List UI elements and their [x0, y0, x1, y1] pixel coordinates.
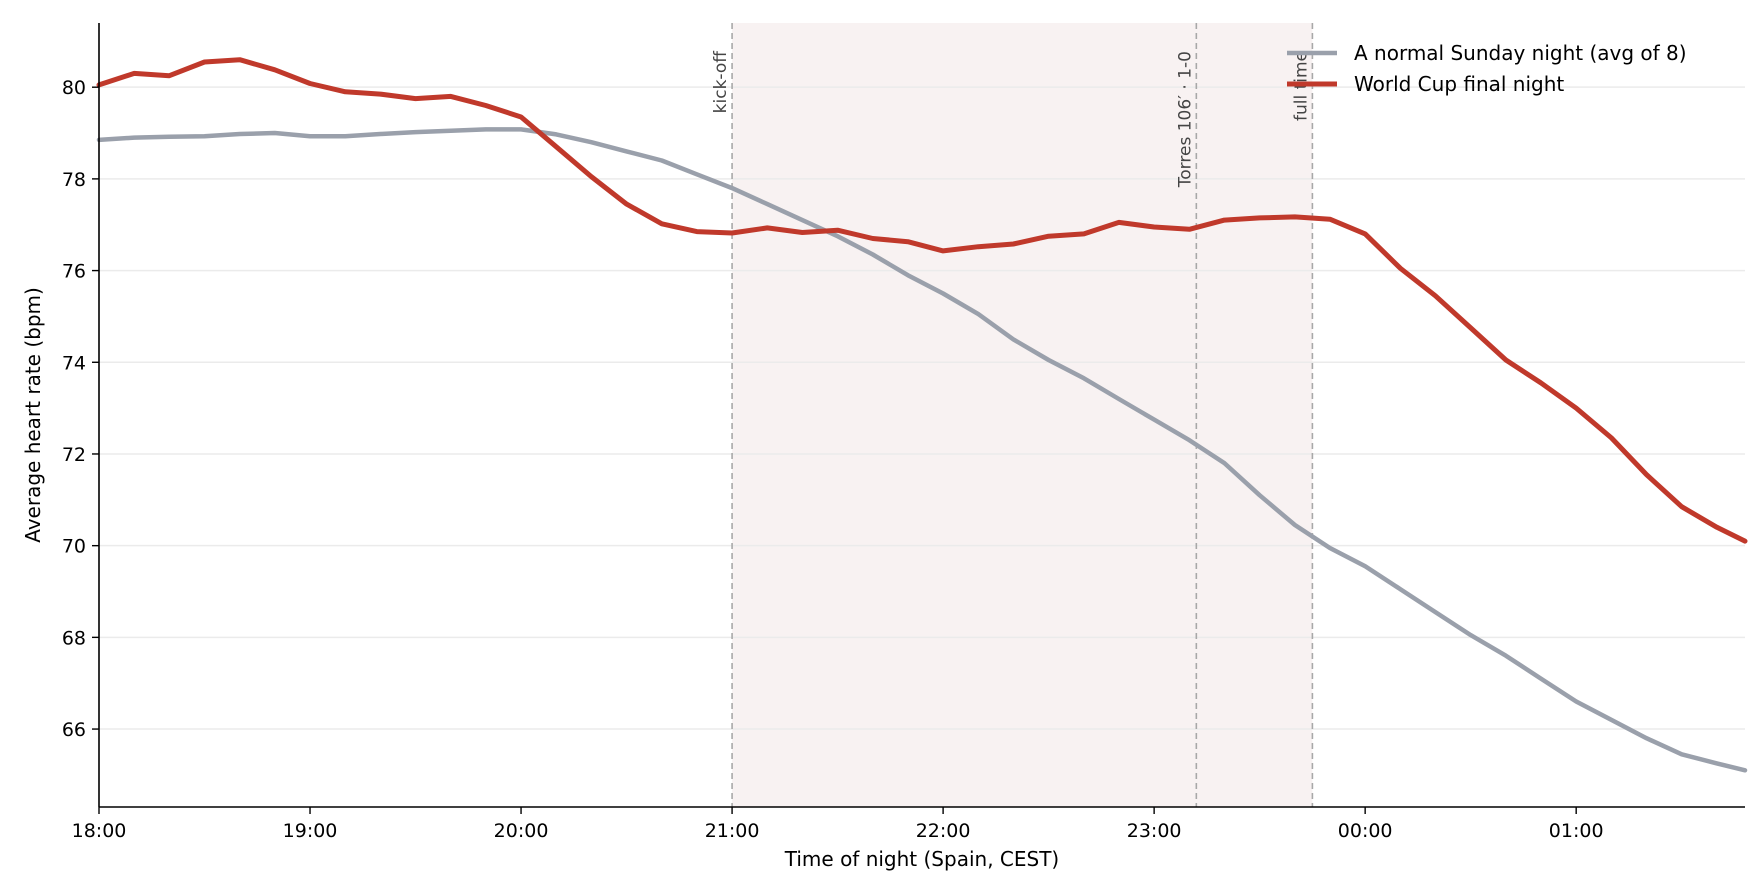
- annotation-label-0: kick-off: [711, 50, 731, 114]
- x-tick-label-24: 00:00: [1338, 820, 1393, 842]
- y-tick-label-68: 68: [62, 627, 86, 649]
- data-series: [96, 57, 1748, 773]
- x-tick-label-25: 01:00: [1549, 820, 1604, 842]
- x-tick-label-22: 22:00: [916, 820, 971, 842]
- legend-label-0: A normal Sunday night (avg of 8): [1354, 41, 1687, 65]
- x-tick-label-19: 19:00: [283, 820, 338, 842]
- x-tick-label-23: 23:00: [1127, 820, 1182, 842]
- match-period-band: [732, 23, 1313, 807]
- legend: A normal Sunday night (avg of 8) World Cu…: [1287, 41, 1687, 96]
- series-line-1: [96, 57, 1748, 544]
- x-axis-title: Time of night (Spain, CEST): [784, 847, 1059, 871]
- x-tick-label-20: 20:00: [494, 820, 549, 842]
- x-tick-label-18: 18:00: [72, 820, 127, 842]
- annotation-label-1: Torres 106′ · 1-0: [1175, 51, 1195, 188]
- y-tick-label-72: 72: [62, 444, 86, 466]
- y-tick-label-78: 78: [62, 169, 86, 191]
- legend-label-1: World Cup final night: [1354, 72, 1564, 96]
- match-period-shading: [732, 23, 1313, 807]
- y-axis-title: Average heart rate (bpm): [21, 287, 45, 543]
- y-tick-label-76: 76: [62, 261, 86, 283]
- gridlines: [99, 86, 1745, 730]
- y-tick-label-66: 66: [62, 719, 86, 741]
- series-line-0: [96, 127, 1748, 773]
- x-tick-label-21: 21:00: [705, 820, 760, 842]
- y-tick-label-80: 80: [62, 77, 86, 99]
- y-tick-label-74: 74: [62, 352, 86, 374]
- y-tick-label-70: 70: [62, 536, 86, 558]
- axes: 18:00 19:00 20:00 21:00 22:00 23:00 00:00 01:00…: [62, 23, 1745, 842]
